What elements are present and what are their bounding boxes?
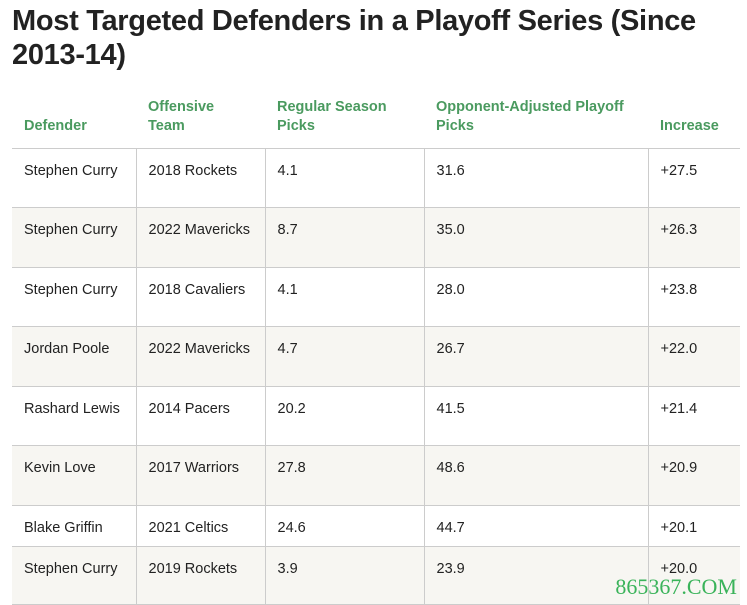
- cell-team: 2021 Celtics: [135, 505, 265, 547]
- cell-regular-picks: 4.1: [264, 148, 424, 208]
- cell-defender: Stephen Curry: [12, 148, 136, 208]
- cell-increase: +23.8: [647, 267, 740, 327]
- column-header-regular: Regular Season Picks: [265, 96, 424, 149]
- table-row: Kevin Love 2017 Warriors 27.8 48.6 +20.9: [12, 445, 740, 506]
- cell-team: 2022 Mavericks: [135, 207, 265, 268]
- cell-team: 2019 Rockets: [135, 546, 265, 605]
- cell-defender: Blake Griffin: [12, 505, 136, 547]
- cell-regular-picks: 3.9: [264, 546, 424, 605]
- cell-playoff-picks: 41.5: [423, 386, 648, 446]
- cell-increase: +20.0: [647, 546, 740, 605]
- cell-team: 2014 Pacers: [135, 386, 265, 446]
- column-header-increase: Increase: [648, 96, 740, 149]
- cell-defender: Kevin Love: [12, 445, 136, 506]
- cell-defender: Stephen Curry: [12, 207, 136, 268]
- cell-team: 2022 Mavericks: [135, 326, 265, 387]
- cell-regular-picks: 20.2: [264, 386, 424, 446]
- cell-increase: +22.0: [647, 326, 740, 387]
- watermark: 865367.COM: [615, 574, 737, 599]
- table-row: Blake Griffin 2021 Celtics 24.6 44.7 +20.1: [12, 505, 740, 547]
- page-title: Most Targeted Defenders in a Playoff Ser…: [12, 5, 696, 71]
- table-row: Stephen Curry 2018 Rockets 4.1 31.6 +27.5: [12, 148, 740, 208]
- cell-defender: Jordan Poole: [12, 326, 136, 387]
- cell-increase: +26.3: [647, 207, 740, 268]
- column-header-defender: Defender: [12, 96, 136, 149]
- cell-regular-picks: 8.7: [264, 207, 424, 268]
- cell-regular-picks: 24.6: [264, 505, 424, 547]
- cell-defender: Stephen Curry: [12, 546, 136, 605]
- cell-defender: Stephen Curry: [12, 267, 136, 327]
- cell-regular-picks: 4.7: [264, 326, 424, 387]
- cell-increase: +20.9: [647, 445, 740, 506]
- cell-team: 2018 Rockets: [135, 148, 265, 208]
- cell-playoff-picks: 48.6: [423, 445, 648, 506]
- cell-regular-picks: 4.1: [264, 267, 424, 327]
- table-row: Stephen Curry 2019 Rockets 3.9 23.9 +20.0: [12, 546, 740, 605]
- defenders-table: Defender Offensive Team Regular Season P…: [12, 96, 740, 605]
- header-row: Defender Offensive Team Regular Season P…: [12, 96, 740, 149]
- table-row: Stephen Curry 2018 Cavaliers 4.1 28.0 +23.8: [12, 267, 740, 327]
- column-header-playoff: Opponent-Adjusted Playoff Picks: [424, 96, 648, 149]
- cell-team: 2018 Cavaliers: [135, 267, 265, 327]
- cell-playoff-picks: 26.7: [423, 326, 648, 387]
- cell-defender: Rashard Lewis: [12, 386, 136, 446]
- cell-playoff-picks: 31.6: [423, 148, 648, 208]
- table-row: Jordan Poole 2022 Mavericks 4.7 26.7 +22.0: [12, 326, 740, 387]
- cell-playoff-picks: 35.0: [423, 207, 648, 268]
- cell-increase: +20.1: [647, 505, 740, 547]
- cell-team: 2017 Warriors: [135, 445, 265, 506]
- cell-playoff-picks: 28.0: [423, 267, 648, 327]
- cell-playoff-picks: 44.7: [423, 505, 648, 547]
- cell-regular-picks: 27.8: [264, 445, 424, 506]
- cell-increase: +27.5: [647, 148, 740, 208]
- cell-playoff-picks: 23.9: [423, 546, 648, 605]
- cell-increase: +21.4: [647, 386, 740, 446]
- table-row: Stephen Curry 2022 Mavericks 8.7 35.0 +26.3: [12, 207, 740, 268]
- table-row: Rashard Lewis 2014 Pacers 20.2 41.5 +21.4: [12, 386, 740, 446]
- column-header-team: Offensive Team: [136, 96, 265, 149]
